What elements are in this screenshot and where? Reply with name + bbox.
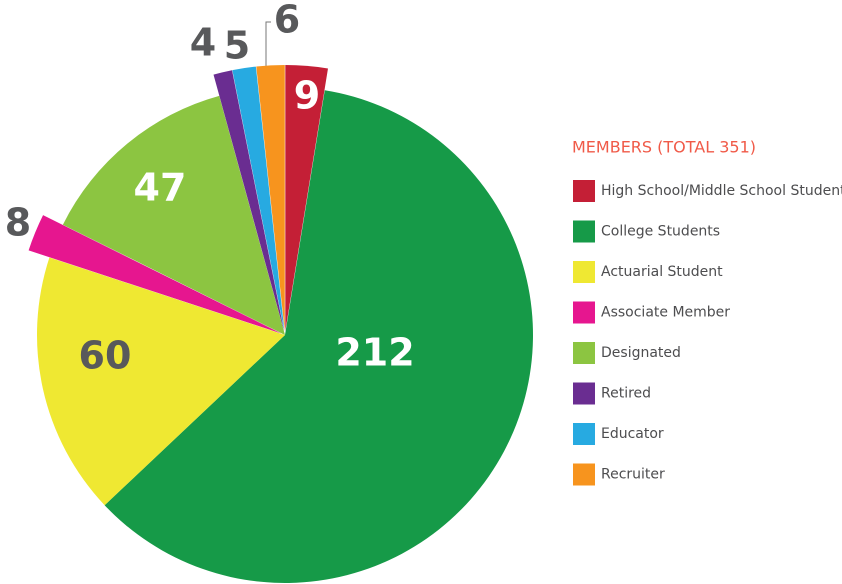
legend-swatch xyxy=(573,423,595,445)
legend-swatch xyxy=(573,261,595,283)
legend-label: Retired xyxy=(601,386,651,402)
legend-label: Recruiter xyxy=(601,467,665,483)
data-label: 9 xyxy=(294,74,320,118)
pie-slice xyxy=(104,90,533,584)
legend-swatch xyxy=(573,463,595,486)
legend-label: College Students xyxy=(601,224,720,240)
data-label: 212 xyxy=(335,331,414,375)
legend-label: High School/Middle School Students xyxy=(601,183,842,199)
data-label: 4 xyxy=(190,21,216,65)
pie-slice xyxy=(37,257,285,506)
pie-slice xyxy=(28,215,282,334)
pie-slice xyxy=(232,66,285,332)
legend-label: Actuarial Student xyxy=(601,264,723,280)
legend-title: MEMBERS (TOTAL 351) xyxy=(572,138,756,157)
legend-label: Designated xyxy=(601,345,681,361)
legend-label: Associate Member xyxy=(601,305,730,321)
legend-swatch xyxy=(573,342,595,364)
legend-swatch xyxy=(573,180,595,202)
legend-label: Educator xyxy=(601,426,664,442)
data-label: 8 xyxy=(5,201,31,245)
legend-swatch xyxy=(573,220,595,243)
legend-swatch xyxy=(573,301,595,324)
data-label: 6 xyxy=(274,0,300,42)
data-label: 5 xyxy=(224,24,250,68)
data-label: 47 xyxy=(134,166,187,210)
pie-slice xyxy=(62,95,285,336)
data-label: 60 xyxy=(79,334,132,378)
pie-slice xyxy=(256,65,285,332)
legend-swatch xyxy=(573,382,595,405)
pie-slice xyxy=(285,65,328,332)
pie-slice xyxy=(213,70,285,332)
